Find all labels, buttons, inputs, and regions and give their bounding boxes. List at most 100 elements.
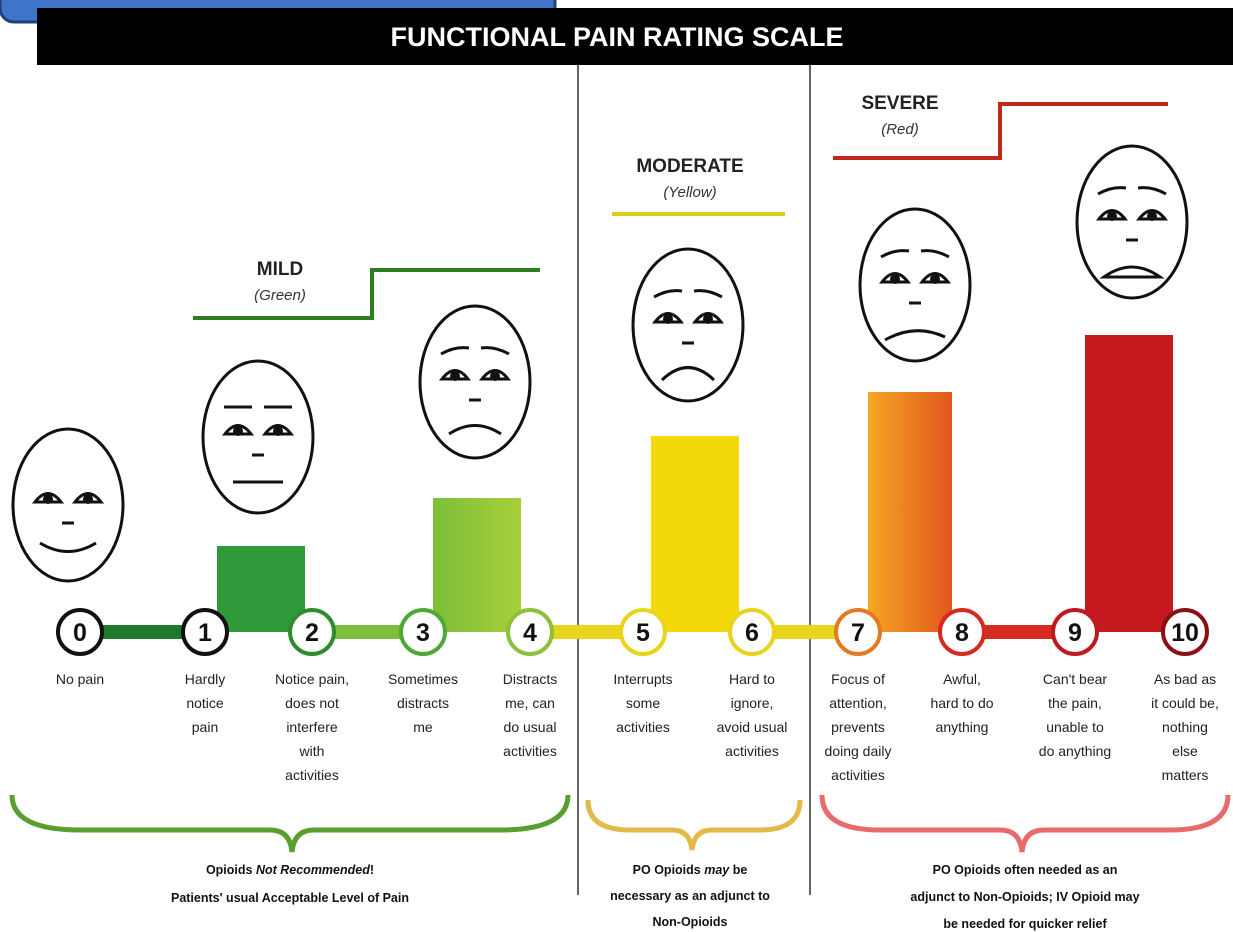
title: FUNCTIONAL PAIN RATING SCALE [391, 22, 844, 52]
pupil [930, 274, 940, 284]
level-description: distracts [397, 695, 449, 711]
category-name: MILD [257, 259, 303, 280]
face [203, 361, 313, 513]
level-description: Interrupts [613, 671, 672, 687]
note-segment: be needed for quicker relief [943, 917, 1107, 931]
level-description: anything [936, 719, 989, 735]
note-segment: PO Opioids [633, 863, 705, 877]
category-name: MODERATE [636, 156, 743, 177]
level-description: unable to [1046, 719, 1104, 735]
level-description: Sometimes [388, 671, 458, 687]
level-number: 10 [1171, 619, 1199, 647]
level-description: pain [192, 719, 218, 735]
note-line: necessary as an adjunct to [610, 889, 770, 903]
level-number: 2 [305, 619, 319, 647]
level-description: else [1172, 743, 1198, 759]
bar [868, 392, 952, 632]
level-number: 5 [636, 619, 650, 647]
level-number: 6 [745, 619, 759, 647]
category-color: (Green) [254, 287, 306, 304]
note-segment: Patients' usual Acceptable Level of Pain [171, 891, 409, 905]
pupil [450, 371, 460, 381]
level-number: 7 [851, 619, 865, 647]
category-name: SEVERE [861, 93, 938, 114]
note-line: Patients' usual Acceptable Level of Pain [171, 891, 409, 905]
level-description: activities [503, 743, 557, 759]
note-segment: be [729, 863, 747, 877]
face [13, 429, 123, 581]
level-description: Can't bear [1043, 671, 1107, 687]
level-number: 1 [198, 619, 212, 647]
category-color: (Yellow) [663, 184, 716, 201]
level-number: 9 [1068, 619, 1082, 647]
level-number: 3 [416, 619, 430, 647]
level-description: activities [285, 767, 339, 783]
note-line: be needed for quicker relief [943, 917, 1107, 931]
level-description: activities [725, 743, 779, 759]
level-description: prevents [831, 719, 885, 735]
note-line: adjunct to Non-Opioids; IV Opioid may [910, 890, 1139, 904]
note-segment: Non-Opioids [653, 915, 728, 929]
level-description: some [626, 695, 660, 711]
level-description: Hardly [185, 671, 225, 687]
face [420, 306, 530, 458]
pupil [703, 314, 713, 324]
note-line: Opioids Not Recommended! [206, 863, 374, 877]
level-number: 8 [955, 619, 969, 647]
level-description: interfere [286, 719, 338, 735]
connector [560, 625, 620, 639]
level-description: avoid usual [717, 719, 788, 735]
level-description: No pain [56, 671, 104, 687]
level-description: Awful, [943, 671, 981, 687]
pupil [43, 494, 53, 504]
level-number: 4 [523, 619, 537, 647]
note-segment: adjunct to Non-Opioids; IV Opioid may [910, 890, 1139, 904]
bar [1085, 335, 1173, 632]
pupil [1147, 211, 1157, 221]
level-description: activities [616, 719, 670, 735]
infographic: FUNCTIONAL PAIN RATING SCALE MILD (Green)… [0, 0, 1233, 932]
level-description: nothing [1162, 719, 1208, 735]
pupil [233, 426, 243, 436]
level-description: does not [285, 695, 339, 711]
pupil [273, 426, 283, 436]
pupil [1107, 211, 1117, 221]
note-line: Non-Opioids [653, 915, 728, 929]
bar [651, 436, 739, 632]
level-description: me [413, 719, 433, 735]
note-line: PO Opioids may be [633, 863, 748, 877]
level-description: Distracts [503, 671, 557, 687]
level-description: the pain, [1048, 695, 1102, 711]
face [860, 209, 970, 361]
pupil [890, 274, 900, 284]
pupil [663, 314, 673, 324]
level-number: 0 [73, 619, 87, 647]
pupil [490, 371, 500, 381]
note-segment: ! [370, 863, 374, 877]
level-description: do anything [1039, 743, 1111, 759]
note-segment: may [704, 863, 730, 877]
face [633, 249, 743, 401]
level-description: ignore, [731, 695, 774, 711]
level-description: As bad as [1154, 671, 1216, 687]
level-description: with [299, 743, 325, 759]
background [0, 0, 1233, 932]
level-description: hard to do [930, 695, 993, 711]
note-segment: necessary as an adjunct to [610, 889, 770, 903]
note-segment: Not Recommended [256, 863, 370, 877]
pupil [83, 494, 93, 504]
level-description: attention, [829, 695, 887, 711]
note-segment: PO Opioids often needed as an [933, 863, 1118, 877]
note-line: PO Opioids often needed as an [933, 863, 1118, 877]
category-color: (Red) [881, 121, 919, 138]
level-description: it could be, [1151, 695, 1219, 711]
level-description: Hard to [729, 671, 775, 687]
level-description: Focus of [831, 671, 885, 687]
bar [433, 498, 521, 632]
level-description: me, can [505, 695, 555, 711]
level-description: notice [186, 695, 224, 711]
level-description: matters [1162, 767, 1209, 783]
level-description: do usual [504, 719, 557, 735]
level-description: activities [831, 767, 885, 783]
note-segment: Opioids [206, 863, 256, 877]
